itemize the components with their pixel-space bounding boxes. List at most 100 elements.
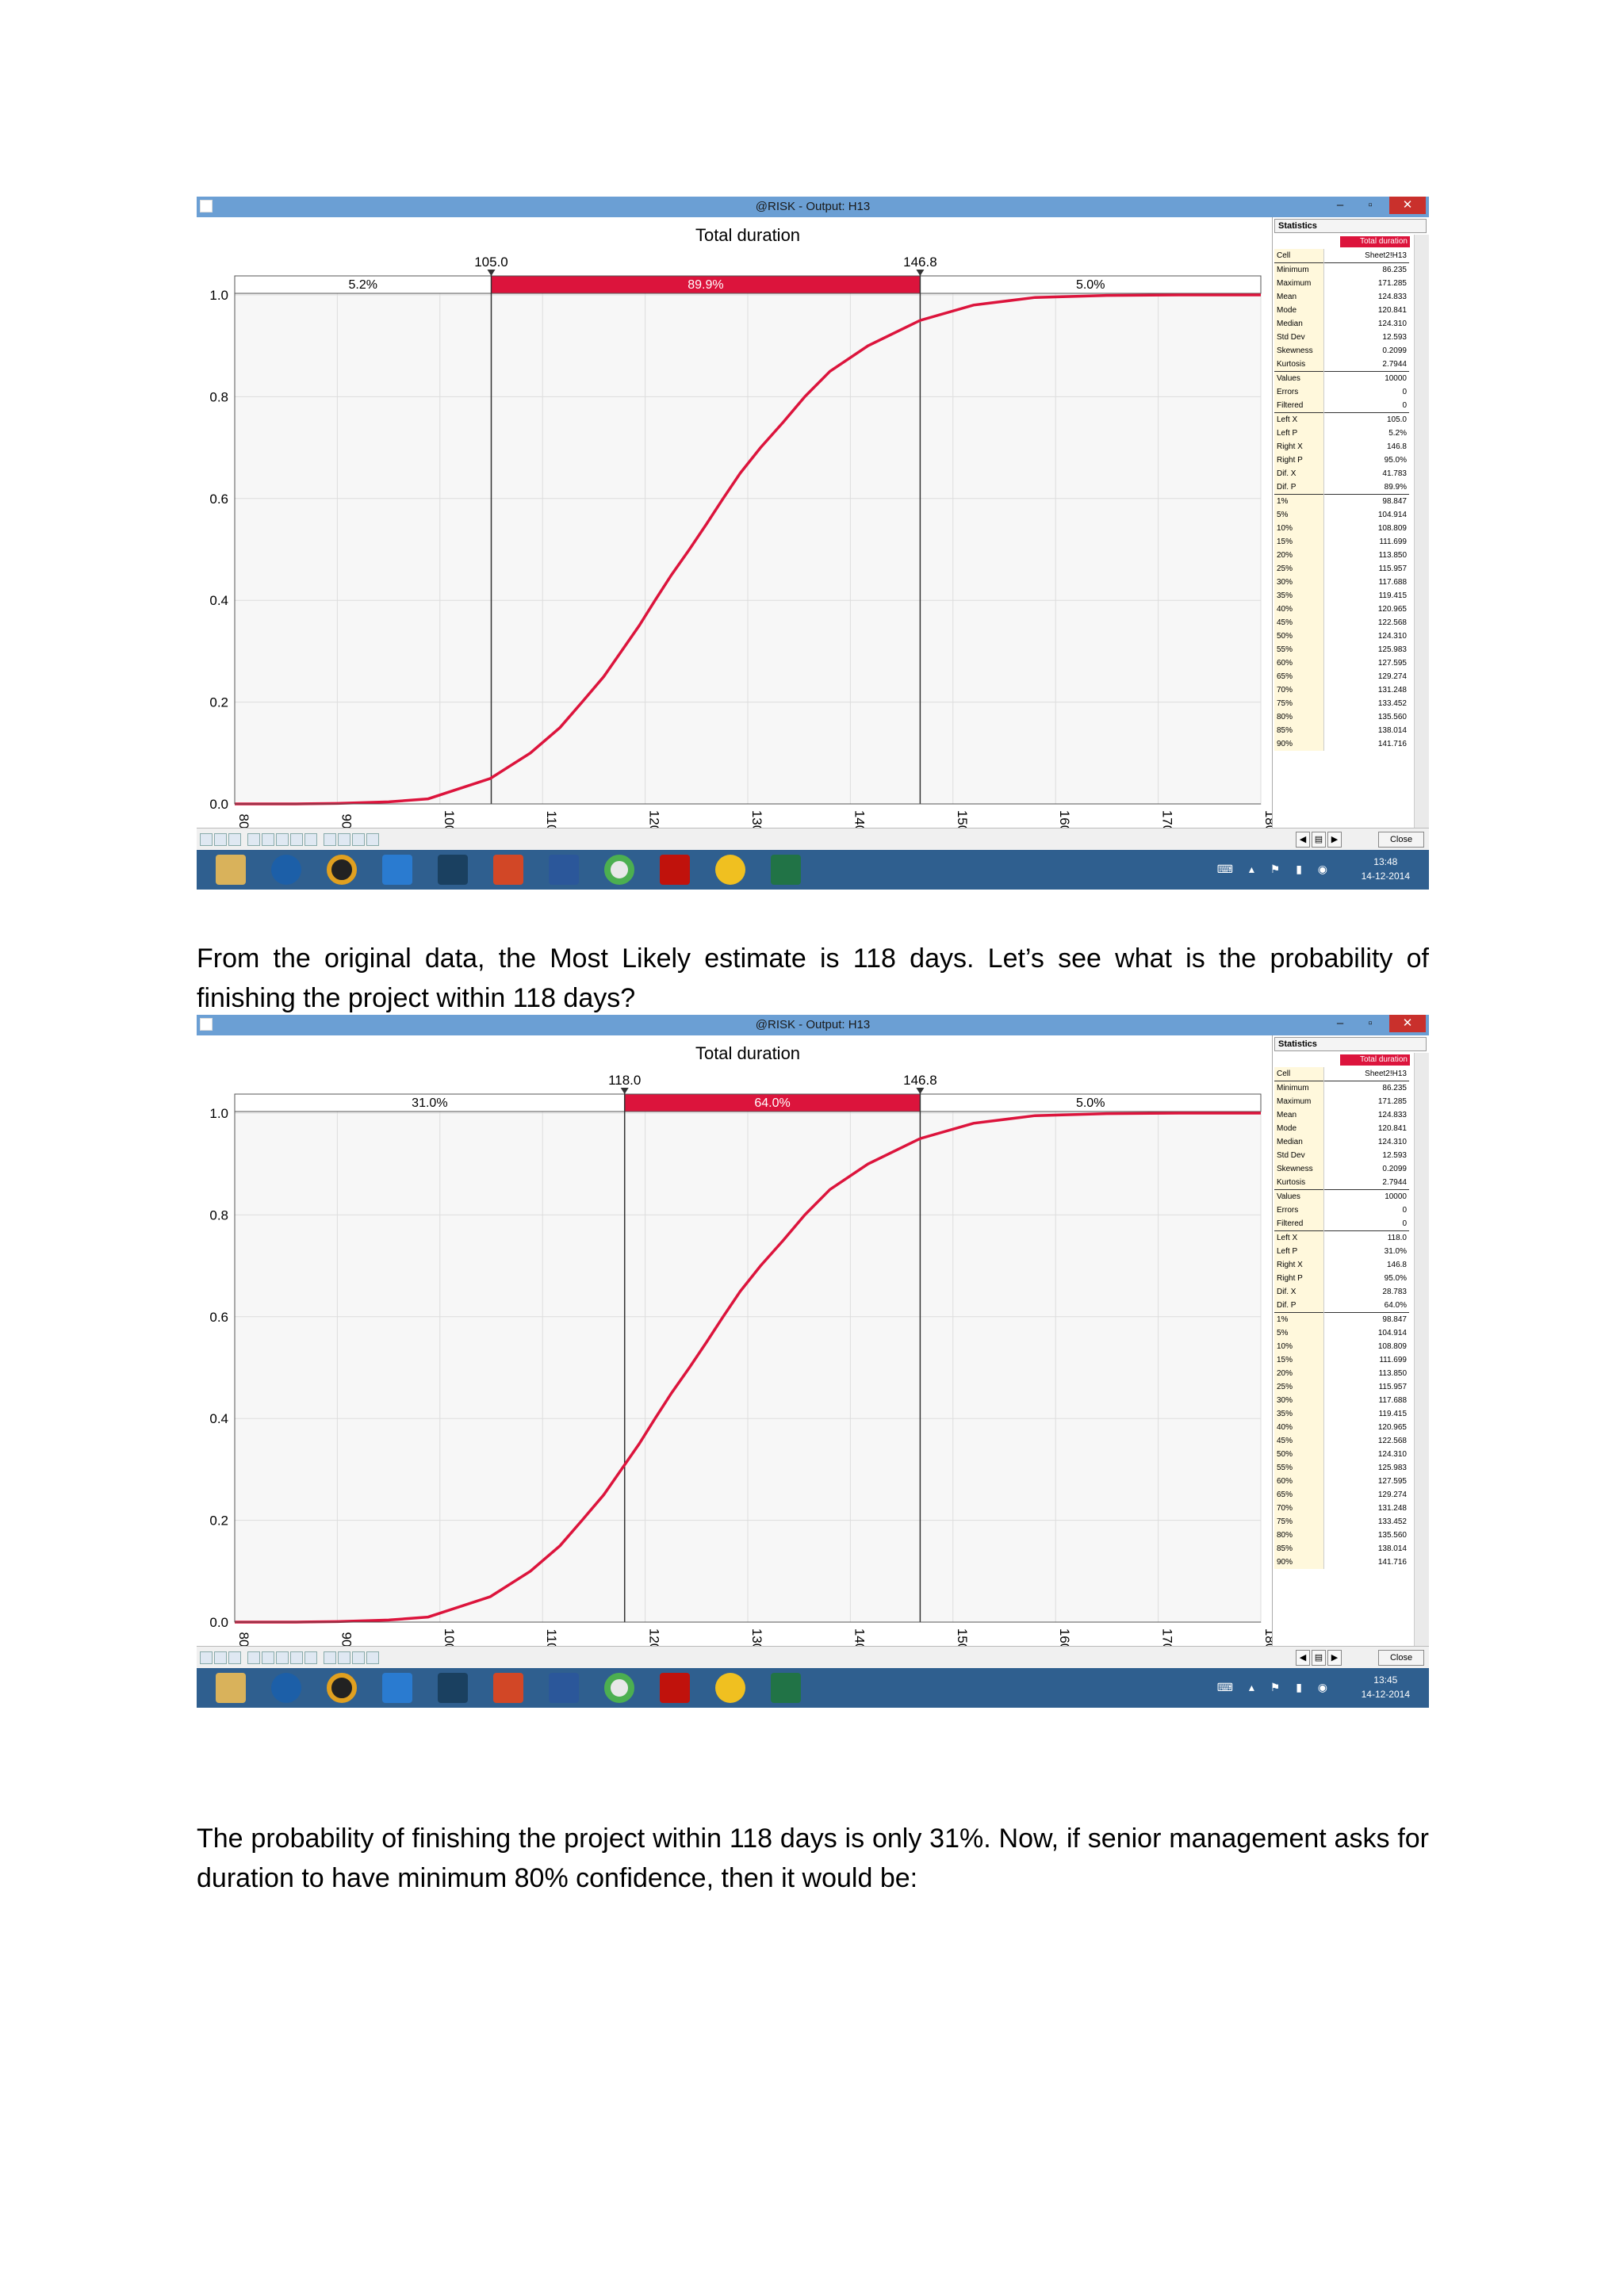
stats-value: 89.9%: [1384, 483, 1407, 492]
close-icon[interactable]: ✕: [1389, 1015, 1426, 1032]
taskbar-clock[interactable]: 13:48 14-12-2014: [1362, 855, 1410, 883]
app-icon: [200, 1018, 213, 1031]
stats-column-header: Total duration: [1340, 1054, 1410, 1066]
toolbar-button[interactable]: [200, 1651, 213, 1664]
right-marker-label: 146.8: [903, 1073, 937, 1088]
toolbar-button[interactable]: [247, 1651, 260, 1664]
stats-row: Dif. P 64.0%: [1274, 1299, 1409, 1313]
minimize-icon[interactable]: –: [1336, 198, 1344, 212]
video-icon[interactable]: [438, 1673, 468, 1703]
toolbar-button[interactable]: [276, 1651, 289, 1664]
toolbar-button[interactable]: [228, 1651, 241, 1664]
file-explorer-icon[interactable]: [216, 855, 246, 885]
statistics-header[interactable]: Statistics: [1274, 219, 1427, 233]
stats-label: 80%: [1274, 1529, 1324, 1542]
toolbar-button[interactable]: [366, 1651, 379, 1664]
toolbar-button[interactable]: [200, 833, 213, 846]
page-icon[interactable]: ▤: [1312, 1650, 1326, 1666]
toolbar-button[interactable]: [304, 1651, 317, 1664]
stats-value: 124.833: [1377, 1111, 1407, 1119]
statistics-header[interactable]: Statistics: [1274, 1037, 1427, 1051]
toolbar-button[interactable]: [290, 833, 303, 846]
stats-scrollbar[interactable]: [1414, 235, 1429, 850]
excel-icon[interactable]: [771, 1673, 801, 1703]
stats-row: Kurtosis 2.7944: [1274, 358, 1409, 372]
restore-icon[interactable]: ▫: [1368, 1016, 1373, 1030]
toolbar-button[interactable]: [290, 1651, 303, 1664]
pdf-icon[interactable]: [660, 1673, 690, 1703]
chart-area: 80 90 100 110 120 130 140 150 160 170 180 0.0 0.2 0.4…: [197, 217, 1272, 851]
chrome-icon[interactable]: [604, 855, 634, 885]
internet-explorer-icon[interactable]: [382, 855, 412, 885]
close-icon[interactable]: ✕: [1389, 197, 1426, 214]
risk-app-icon[interactable]: [715, 855, 745, 885]
system-tray-icons[interactable]: ⌨ ▴ ⚑ ▮ ◉: [1216, 1681, 1334, 1693]
toolbar-button[interactable]: [276, 833, 289, 846]
toolbar-button[interactable]: [247, 833, 260, 846]
file-explorer-icon[interactable]: [216, 1673, 246, 1703]
word-icon[interactable]: [549, 1673, 579, 1703]
scroll-left-icon[interactable]: ◀: [1296, 1650, 1310, 1666]
stats-value: 12.593: [1382, 1151, 1407, 1160]
page-icon[interactable]: ▤: [1312, 832, 1326, 848]
y-tick-label: 0.2: [209, 695, 228, 710]
stats-value: 10000: [1323, 371, 1409, 385]
y-tick-label: 1.0: [209, 1106, 228, 1121]
word-icon[interactable]: [549, 855, 579, 885]
pdf-icon[interactable]: [660, 855, 690, 885]
scroll-right-icon[interactable]: ▶: [1327, 832, 1342, 848]
close-button[interactable]: Close: [1378, 832, 1424, 848]
toolbar-button[interactable]: [352, 1651, 365, 1664]
stats-scrollbar[interactable]: [1414, 1053, 1429, 1668]
close-button[interactable]: Close: [1378, 1650, 1424, 1666]
toolbar-button[interactable]: [304, 833, 317, 846]
stats-row: Mode 120.841: [1274, 304, 1409, 317]
stats-value: 5.2%: [1388, 429, 1407, 438]
excel-icon[interactable]: [771, 855, 801, 885]
stats-value: 86.235: [1323, 262, 1409, 277]
hp-icon[interactable]: [271, 855, 301, 885]
scroll-left-icon[interactable]: ◀: [1296, 832, 1310, 848]
toolbar-button[interactable]: [214, 1651, 227, 1664]
stats-label: 15%: [1274, 535, 1324, 549]
media-icon[interactable]: [327, 855, 357, 885]
stats-label: Std Dev: [1274, 331, 1324, 344]
toolbar-button[interactable]: [366, 833, 379, 846]
internet-explorer-icon[interactable]: [382, 1673, 412, 1703]
system-tray-icons[interactable]: ⌨ ▴ ⚑ ▮ ◉: [1216, 863, 1334, 875]
toolbar-button[interactable]: [262, 1651, 274, 1664]
minimize-icon[interactable]: –: [1336, 1016, 1344, 1030]
media-icon[interactable]: [327, 1673, 357, 1703]
powerpoint-icon[interactable]: [493, 1673, 523, 1703]
x-tick-label: 160: [1057, 1628, 1072, 1651]
toolbar-button[interactable]: [228, 833, 241, 846]
band-right-label: 5.0%: [1076, 1096, 1105, 1110]
stats-row: Errors 0: [1274, 1203, 1409, 1217]
stats-label: 70%: [1274, 1502, 1324, 1515]
toolbar-button[interactable]: [262, 833, 274, 846]
stats-label: 65%: [1274, 1488, 1324, 1502]
stats-label: Cell: [1274, 249, 1324, 263]
x-tick-label: 100: [442, 810, 457, 832]
stats-row: Maximum 171.285: [1274, 1095, 1409, 1108]
toolbar-button[interactable]: [324, 1651, 336, 1664]
toolbar-button[interactable]: [214, 833, 227, 846]
toolbar-button[interactable]: [338, 833, 350, 846]
stats-row: 5% 104.914: [1274, 1326, 1409, 1340]
stats-value: 119.415: [1378, 1410, 1407, 1418]
stats-row: Values 10000: [1274, 371, 1409, 385]
stats-value: 125.983: [1377, 1464, 1407, 1472]
toolbar-button[interactable]: [352, 833, 365, 846]
toolbar-button[interactable]: [338, 1651, 350, 1664]
video-icon[interactable]: [438, 855, 468, 885]
chrome-icon[interactable]: [604, 1673, 634, 1703]
powerpoint-icon[interactable]: [493, 855, 523, 885]
hp-icon[interactable]: [271, 1673, 301, 1703]
scroll-right-icon[interactable]: ▶: [1327, 1650, 1342, 1666]
stats-label: Dif. X: [1274, 1285, 1324, 1299]
taskbar-clock[interactable]: 13:45 14-12-2014: [1362, 1673, 1410, 1701]
risk-app-icon[interactable]: [715, 1673, 745, 1703]
restore-icon[interactable]: ▫: [1368, 198, 1373, 212]
stats-row: 70% 131.248: [1274, 1502, 1409, 1515]
toolbar-button[interactable]: [324, 833, 336, 846]
